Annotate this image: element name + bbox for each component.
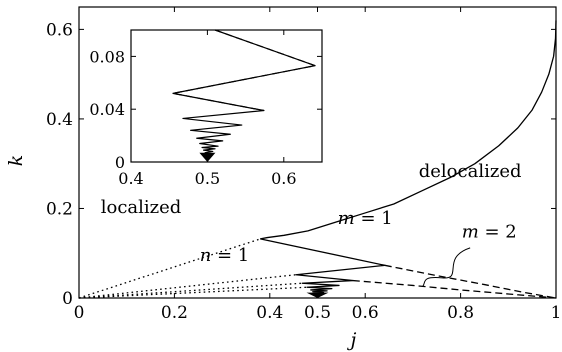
annotation-2: m = 1	[338, 208, 393, 229]
main-ytick-label-1: 0.2	[46, 199, 73, 219]
annotation-4: n = 1	[200, 245, 250, 266]
annotation-0: delocalized	[419, 161, 522, 182]
inset-plot: 0.4 0.5 0.6 0 0.04 0.08	[89, 29, 323, 188]
m2-pointer-line	[422, 247, 471, 288]
main-series-0-solid	[260, 20, 557, 240]
main-series-1-solid	[260, 238, 386, 294]
main-xtick-label-0: 0	[74, 303, 85, 323]
main-xtick-label-6: 1	[551, 303, 562, 323]
annotation-3: m = 2	[462, 222, 517, 243]
inset-ytick-label-1: 0.04	[89, 100, 125, 119]
y-axis-label: k	[5, 155, 27, 167]
inset-xtick-label-1: 0.5	[195, 169, 220, 188]
inset-xtick-label-2: 0.6	[271, 169, 296, 188]
main-ytick-label-3: 0.6	[46, 20, 73, 40]
main-xtick-label-2: 0.4	[256, 303, 283, 323]
main-xtick-label-3: 0.5	[304, 303, 331, 323]
main-xtick-label-1: 0.2	[161, 303, 188, 323]
annotation-1: localized	[101, 197, 182, 218]
x-axis-label: j	[347, 329, 357, 351]
inset-xtick-label-0: 0.4	[118, 169, 143, 188]
main-xtick-label-4: 0.6	[352, 303, 379, 323]
main-series-6-dotted	[78, 282, 303, 299]
inset-frame	[130, 29, 323, 163]
inset-ytick-label-0: 0	[115, 153, 125, 172]
main-xtick-label-5: 0.8	[447, 303, 474, 323]
main-ytick-label-0: 0	[62, 289, 73, 309]
inset-series-1-dashed	[172, 29, 316, 112]
inset-ytick-label-2: 0.08	[89, 47, 125, 66]
main-series-4-dotted	[78, 238, 261, 299]
main-ytick-label-2: 0.4	[46, 110, 73, 130]
main-series-2-dashed	[384, 264, 557, 299]
